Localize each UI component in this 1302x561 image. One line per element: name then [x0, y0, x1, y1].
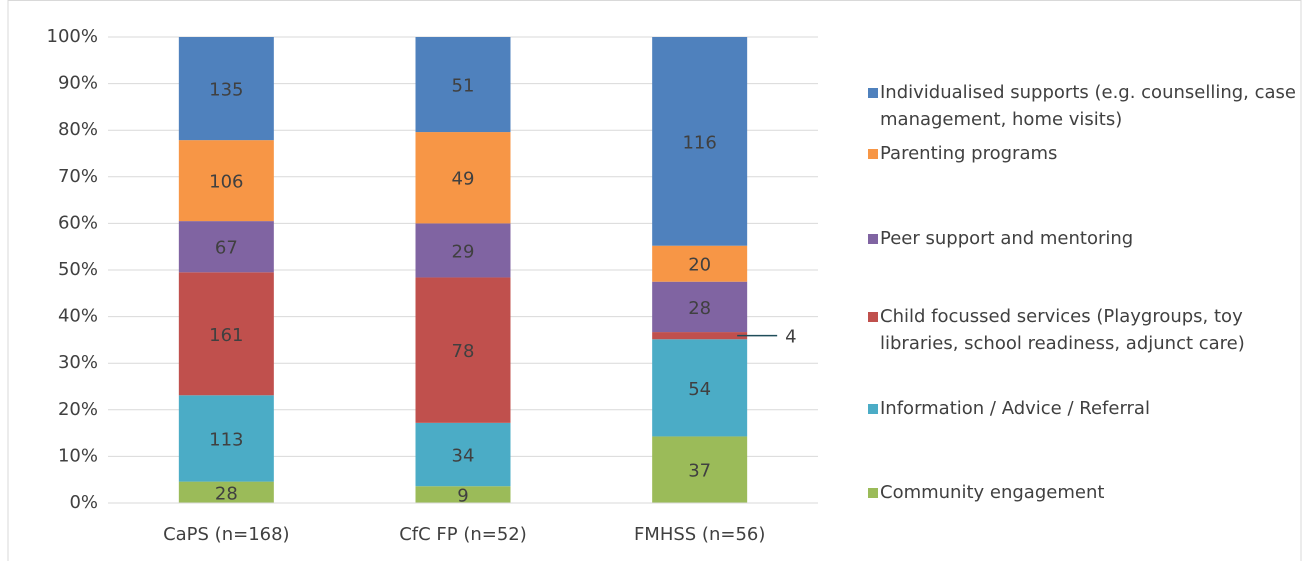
legend-swatch — [868, 88, 878, 98]
x-tick-label: CaPS (n=168) — [163, 524, 290, 545]
bar-segment — [415, 486, 511, 503]
bar-segment — [415, 277, 511, 423]
data-label: 135 — [209, 80, 243, 101]
legend-item: Parenting programs — [868, 140, 1300, 167]
bar-segment — [652, 436, 748, 503]
bar-segment — [415, 422, 511, 487]
bar-segment — [178, 395, 274, 482]
data-label: 28 — [688, 298, 711, 319]
legend-swatch — [868, 234, 878, 244]
bar-segment — [652, 245, 748, 282]
data-label: 49 — [452, 169, 475, 190]
data-label: 67 — [215, 238, 238, 259]
data-label: 28 — [215, 483, 238, 504]
legend-label: Individualised supports (e.g. counsellin… — [880, 82, 1296, 130]
legend-label: Community engagement — [880, 482, 1105, 503]
data-label: 37 — [688, 461, 711, 482]
data-label: 4 — [785, 327, 796, 348]
y-tick-label: 100% — [47, 26, 98, 47]
bar-segment — [415, 132, 511, 224]
data-label: 51 — [452, 76, 475, 97]
legend-item: Peer support and mentoring — [868, 225, 1300, 252]
legend-item: Child focussed services (Playgroups, toy… — [868, 303, 1300, 357]
bar-segment — [415, 223, 511, 278]
bar-segment — [178, 481, 274, 503]
data-label: 106 — [209, 172, 243, 193]
data-label: 20 — [688, 255, 711, 276]
y-tick-label: 40% — [58, 306, 98, 327]
legend-item: Individualised supports (e.g. counsellin… — [868, 79, 1300, 133]
bar-segment — [652, 281, 748, 333]
legend-item: Community engagement — [868, 479, 1300, 506]
bar-segment — [652, 37, 748, 246]
data-label: 116 — [682, 132, 716, 153]
data-label: 161 — [209, 325, 243, 346]
legend-item: Information / Advice / Referral — [868, 395, 1300, 422]
y-tick-label: 30% — [58, 352, 98, 373]
data-label: 54 — [688, 379, 711, 400]
legend-swatch — [868, 404, 878, 414]
y-tick-label: 80% — [58, 119, 98, 140]
legend-swatch — [868, 488, 878, 498]
x-tick-label: FMHSS (n=56) — [634, 524, 765, 545]
bar-segment — [652, 339, 748, 437]
y-tick-label: 60% — [58, 212, 98, 233]
legend-label: Peer support and mentoring — [880, 228, 1134, 249]
chart-border — [7, 0, 1302, 561]
legend-label: Child focussed services (Playgroups, toy… — [880, 306, 1245, 354]
y-tick-label: 0% — [69, 492, 98, 513]
legend-swatch — [868, 312, 878, 322]
data-label: 29 — [452, 241, 475, 262]
bar-segment — [178, 272, 274, 396]
y-tick-label: 50% — [58, 259, 98, 280]
legend-label: Information / Advice / Referral — [880, 398, 1150, 419]
y-tick-label: 90% — [58, 73, 98, 94]
legend-swatch — [868, 149, 878, 159]
bar-segment — [178, 140, 274, 222]
data-label: 9 — [457, 486, 468, 507]
x-tick-label: CfC FP (n=52) — [399, 524, 527, 545]
bar-segment — [178, 221, 274, 273]
bar-segment — [178, 37, 274, 141]
y-tick-label: 20% — [58, 399, 98, 420]
data-label: 113 — [209, 429, 243, 450]
legend-label: Parenting programs — [880, 143, 1058, 164]
y-tick-label: 70% — [58, 166, 98, 187]
bar-segment — [415, 37, 511, 133]
data-label: 78 — [452, 341, 475, 362]
y-tick-label: 10% — [58, 445, 98, 466]
bar-segment — [652, 332, 748, 340]
data-label: 34 — [452, 446, 475, 467]
